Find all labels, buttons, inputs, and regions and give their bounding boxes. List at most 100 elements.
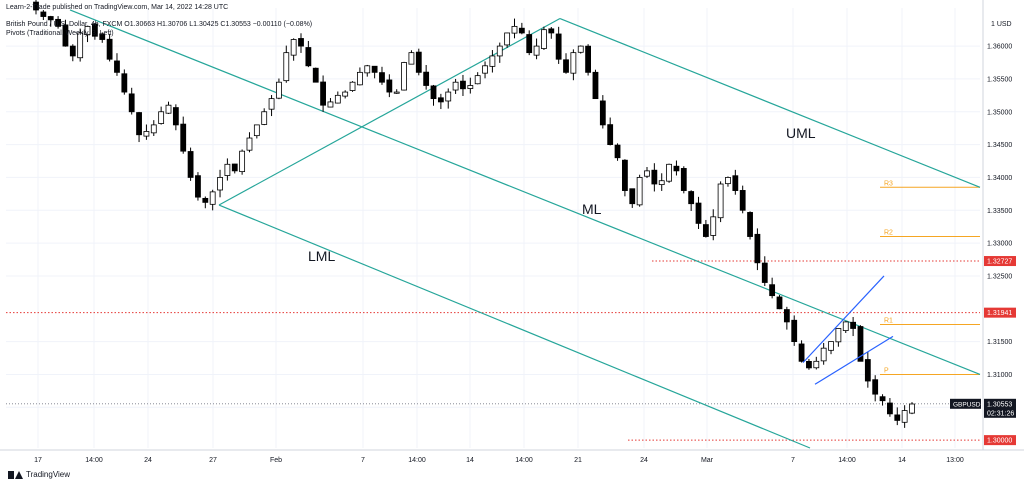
candle-body	[518, 27, 525, 34]
time-tick-label: 27	[209, 457, 217, 464]
time-tick-label: 7	[791, 457, 795, 464]
candle-body	[415, 51, 422, 73]
candle-body	[585, 45, 592, 73]
candle-body	[121, 73, 128, 93]
candle-body	[401, 62, 407, 91]
price-tick-label: 1.36000	[987, 44, 1012, 51]
candle-body	[62, 24, 69, 47]
candle-body	[864, 359, 871, 382]
candle-body	[460, 80, 466, 90]
candle-body	[349, 81, 356, 91]
time-tick-label: 14	[898, 457, 906, 464]
time-tick-label: 13:00	[946, 457, 964, 464]
candle-body	[813, 360, 820, 369]
candle-body	[592, 71, 599, 100]
time-tick-label: 24	[144, 457, 152, 464]
candle-body	[710, 216, 717, 236]
lml-label: LML	[308, 248, 335, 264]
candle-body	[165, 104, 172, 114]
candle-body	[732, 175, 739, 191]
pivot-label: R2	[884, 230, 893, 237]
candle-body	[526, 34, 533, 54]
candle-body	[482, 65, 488, 74]
price-badges: 1.32727 1.31941 1.30000 GBPUSD 1.30553 02:31:…	[950, 256, 1016, 446]
candle-body	[224, 163, 231, 176]
candle-body	[393, 91, 400, 94]
candle-body	[909, 403, 915, 414]
brand-name: TradingView	[26, 470, 71, 479]
candle-body	[253, 124, 260, 137]
axes[interactable]: 1 USD 1.36000 1.35500 1.35000 1.34500 1.3400…	[0, 0, 1024, 464]
candle-body	[239, 150, 246, 173]
pivot-label: R3	[884, 180, 893, 187]
candle-body	[172, 107, 179, 126]
candle-body	[658, 180, 665, 186]
candle-body	[217, 177, 223, 191]
candle-body	[474, 75, 481, 85]
candle-body	[445, 91, 452, 102]
time-tick-label: 14:00	[515, 457, 533, 464]
pitchfork-handle	[218, 17, 561, 206]
grid	[6, 8, 980, 448]
candle-body	[312, 67, 319, 83]
candle-body	[489, 55, 496, 67]
candle-body	[607, 124, 614, 145]
candle-countdown: 02:31:26	[987, 410, 1014, 417]
candle-body	[695, 202, 702, 224]
candle-body	[298, 38, 304, 47]
candle-body	[342, 91, 349, 97]
candle-body	[231, 163, 238, 172]
candle-body	[114, 60, 120, 73]
candle-body	[842, 321, 849, 331]
price-ticks: 1.36000 1.35500 1.35000 1.34500 1.34000 1.335…	[987, 44, 1012, 412]
candle-body	[879, 396, 886, 402]
last-price-badge	[984, 398, 1016, 418]
candle-body	[570, 52, 577, 74]
candle-body	[599, 100, 606, 126]
candle-body	[202, 197, 209, 203]
candle-body	[673, 165, 680, 172]
candle-body	[702, 224, 709, 237]
uml-label: UML	[786, 125, 816, 141]
symbol-badge	[950, 398, 981, 409]
candle-body	[33, 1, 39, 11]
candle-body	[99, 33, 106, 40]
candle-body	[680, 168, 687, 191]
candle-body	[806, 361, 812, 369]
candle-body	[379, 72, 385, 83]
candle-body	[872, 379, 879, 395]
candle-body	[850, 321, 857, 329]
level-badge	[984, 256, 1016, 267]
ml-label: ML	[582, 201, 602, 217]
channel-upper-line	[802, 275, 885, 364]
candle-body	[644, 170, 650, 177]
level-badge-text: 1.32727	[987, 259, 1012, 266]
symbol-badge-text: GBPUSD	[953, 401, 981, 408]
andrews-pitchfork[interactable]	[69, 9, 981, 449]
price-tick-label: 1.34500	[987, 142, 1012, 149]
time-tick-label: Mar	[701, 457, 714, 464]
level-badge	[984, 435, 1016, 446]
candle-body	[614, 144, 621, 159]
candle-body	[327, 101, 334, 108]
candle-body	[504, 32, 511, 46]
candle-body	[430, 85, 437, 100]
candle-body	[283, 52, 290, 82]
candle-body	[887, 402, 893, 415]
channel-lower-line	[814, 335, 894, 385]
candle-body	[408, 52, 415, 65]
tradingview-brand[interactable]: TradingView	[8, 470, 70, 479]
candle-body	[467, 85, 474, 89]
candle-body	[820, 347, 827, 362]
candle-body	[629, 188, 636, 205]
candle-body	[106, 38, 113, 60]
candle-body	[77, 32, 84, 59]
candle-body	[276, 81, 282, 99]
rising-channel[interactable]	[802, 275, 894, 385]
price-tick-label: 1.35000	[987, 109, 1012, 116]
candle-body	[548, 28, 555, 34]
candle-body	[150, 124, 157, 134]
pivot-label: P	[884, 367, 889, 374]
candle-body	[783, 309, 790, 323]
